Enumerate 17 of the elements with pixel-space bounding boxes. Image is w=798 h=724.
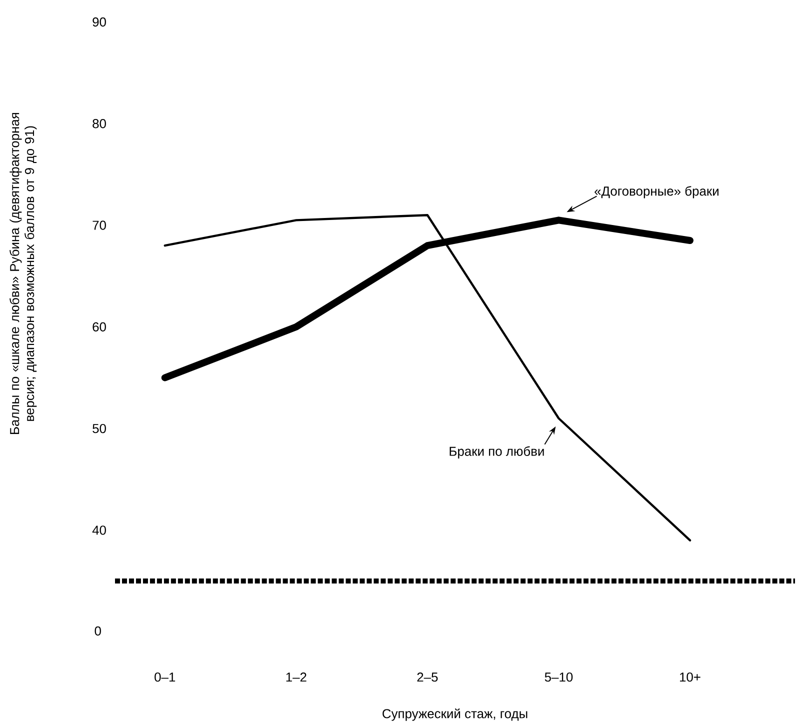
line-series	[164, 214, 692, 542]
x-axis-title: Супружеский стаж, годы	[382, 708, 528, 721]
y-tick-label: 70	[92, 220, 106, 230]
y-tick-label: 80	[92, 118, 106, 128]
y-axis-title: Баллы по «шкале любви» Рубина (девятифакторная версия; диапазон возможных баллов от 9 до 91)	[10, 112, 37, 434]
x-tick-label: 2–5	[417, 672, 438, 682]
text: 0	[94, 626, 101, 636]
x-tick-label: 5–10	[544, 672, 573, 682]
y-tick-label: 90	[92, 17, 106, 27]
x-tick-label: 1–2	[286, 672, 306, 682]
x-tick-label: 0–1	[154, 672, 176, 682]
text: «Договорные» браки	[594, 186, 718, 198]
y-tick-label: 40	[92, 526, 106, 535]
y-tick-label: 50	[92, 424, 106, 434]
legend-label: Браки по любви	[450, 446, 544, 458]
y-tick-label: 60	[92, 322, 106, 332]
x-tick-label: 10+	[680, 672, 700, 682]
